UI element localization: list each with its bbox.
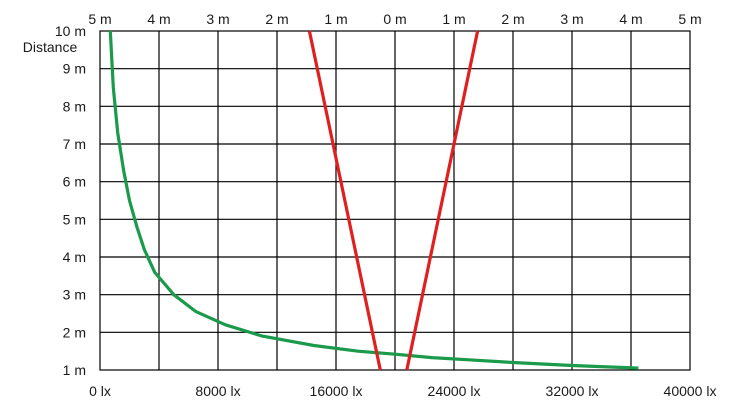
top-axis-ticks: 5 m 4 m 3 m 2 m 1 m 0 m 1 m 2 m 3 m 4 m 5 m [88,11,701,27]
left-tick-label: 3 m [63,287,86,303]
top-tick-label: 2 m [501,11,524,27]
left-tick-label: 5 m [63,211,86,227]
beam-edge-line [405,30,480,371]
top-tick-label: 3 m [206,11,229,27]
left-tick-label: 9 m [63,61,86,77]
left-tick-label: 6 m [63,174,86,190]
top-tick-label: 0 m [383,11,406,27]
bottom-tick-label: 16000 lx [310,383,363,399]
left-tick-label: 8 m [63,98,86,114]
left-tick-label: 10 m [55,23,86,39]
bottom-tick-label: 40000 lx [664,383,717,399]
left-tick-label: 2 m [63,324,86,340]
plot-frame [99,30,691,371]
top-tick-label: 2 m [265,11,288,27]
top-tick-label: 4 m [619,11,642,27]
grid [100,31,690,370]
top-tick-label: 1 m [324,11,347,27]
bottom-tick-label: 8000 lx [195,383,240,399]
series-layer [108,30,639,371]
top-tick-label: 3 m [560,11,583,27]
beam-edge-line [307,30,382,371]
illuminance-curve [108,30,639,370]
left-tick-label: 4 m [63,249,86,265]
y-axis-title: Distance [23,39,78,55]
left-axis-ticks: 1 m 2 m 3 m 4 m 5 m 6 m 7 m 8 m 9 m 10 m [55,23,86,378]
top-tick-label: 5 m [678,11,701,27]
left-tick-label: 7 m [63,136,86,152]
left-tick-label: 1 m [63,362,86,378]
top-tick-label: 1 m [442,11,465,27]
bottom-tick-label: 0 lx [89,383,111,399]
bottom-tick-label: 24000 lx [428,383,481,399]
bottom-tick-label: 32000 lx [546,383,599,399]
top-tick-label: 4 m [147,11,170,27]
bottom-axis-ticks: 0 lx 8000 lx 16000 lx 24000 lx 32000 lx 40000… [89,383,716,399]
top-tick-label: 5 m [88,11,111,27]
